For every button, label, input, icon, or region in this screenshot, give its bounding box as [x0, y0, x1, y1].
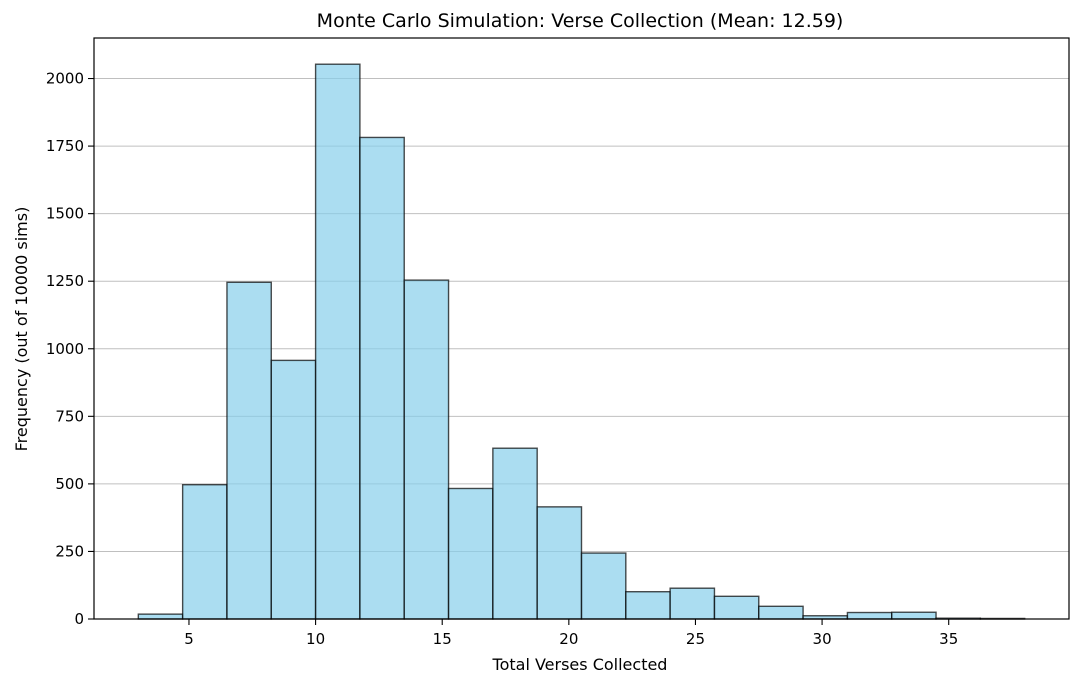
y-tick-label-750: 750 — [55, 407, 84, 425]
histogram-bar-15 — [758, 605, 804, 620]
histogram-bar-13 — [669, 587, 716, 620]
y-tick-label-500: 500 — [55, 475, 84, 493]
histogram-bar-3 — [226, 281, 272, 620]
chart-title: Monte Carlo Simulation: Verse Collection… — [317, 10, 844, 32]
y-tick-label-1000: 1000 — [46, 340, 84, 358]
y-tick-label-1750: 1750 — [46, 137, 84, 155]
histogram-bar-1 — [137, 613, 184, 620]
x-axis-ticks: 5 10 15 20 25 30 35 — [184, 619, 958, 648]
histogram-bar-8 — [447, 487, 494, 620]
histogram-bar-5 — [314, 63, 361, 620]
y-axis-label: Frequency (out of 10000 sims) — [12, 207, 31, 452]
x-tick-label-5: 5 — [184, 630, 194, 648]
histogram-bar-14 — [713, 595, 760, 620]
x-tick-label-15: 15 — [433, 630, 452, 648]
x-tick-label-25: 25 — [686, 630, 705, 648]
y-tick-label-250: 250 — [55, 542, 84, 560]
histogram-bar-12 — [625, 591, 671, 620]
histogram-bars — [137, 63, 1026, 620]
plot-area-frame — [93, 37, 1070, 620]
x-tick-label-20: 20 — [559, 630, 578, 648]
x-axis-label: Total Verses Collected — [492, 655, 668, 674]
y-tick-label-0: 0 — [74, 610, 84, 628]
histogram-bar-2 — [181, 483, 228, 620]
y-tick-label-2000: 2000 — [46, 70, 84, 88]
y-tick-label-1500: 1500 — [46, 205, 84, 223]
histogram-bar-10 — [536, 506, 583, 620]
y-tick-label-1250: 1250 — [46, 272, 84, 290]
x-tick-label-10: 10 — [306, 630, 325, 648]
histogram-bar-4 — [270, 359, 317, 620]
histogram-bar-11 — [580, 552, 627, 620]
histogram-bar-7 — [403, 279, 450, 620]
x-tick-label-30: 30 — [813, 630, 832, 648]
x-tick-label-35: 35 — [939, 630, 958, 648]
y-axis-ticks: 0 250 500 750 1000 1250 1500 1750 2000 — [46, 70, 94, 628]
histogram-bar-18 — [891, 611, 937, 620]
histogram-bar-17 — [846, 611, 893, 620]
histogram-bar-6 — [359, 136, 405, 620]
histogram-bar-9 — [492, 447, 538, 620]
